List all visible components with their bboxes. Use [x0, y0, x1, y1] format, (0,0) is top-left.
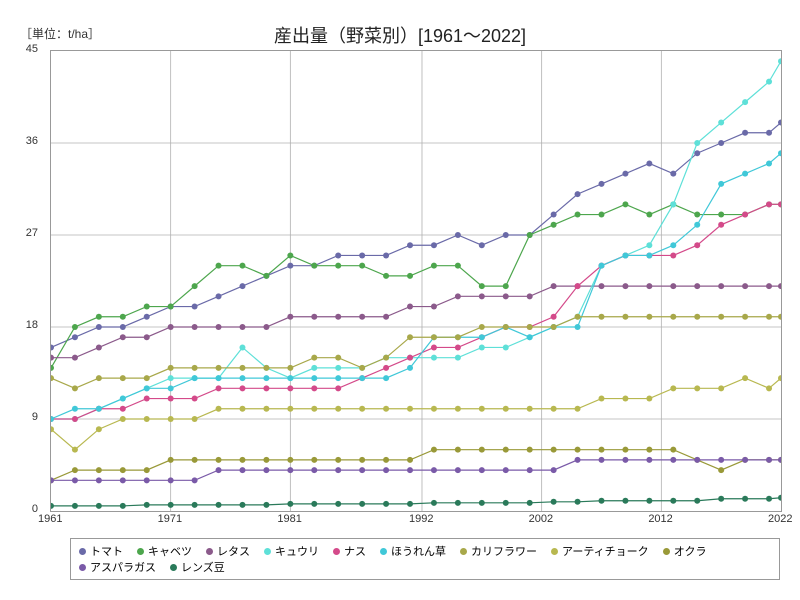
- legend-marker: [170, 564, 177, 571]
- legend-label: レタス: [217, 543, 250, 559]
- legend-item: ほうれん草: [380, 543, 446, 559]
- legend-item: オクラ: [663, 543, 707, 559]
- unit-label: ［単位：t/ha］: [20, 25, 100, 42]
- y-tick-label: 18: [26, 319, 38, 331]
- legend-marker: [551, 548, 558, 555]
- plot-svg: [51, 51, 781, 511]
- x-tick-label: 2022: [768, 513, 792, 525]
- x-tick-label: 1961: [38, 513, 62, 525]
- legend-marker: [79, 564, 86, 571]
- legend-label: キュウリ: [275, 543, 319, 559]
- x-tick-label: 1992: [409, 513, 433, 525]
- y-tick-label: 9: [32, 411, 38, 423]
- legend-item: アーティチョーク: [551, 543, 649, 559]
- legend-marker: [264, 548, 271, 555]
- legend-label: オクラ: [674, 543, 707, 559]
- legend-marker: [206, 548, 213, 555]
- legend-label: ほうれん草: [391, 543, 446, 559]
- x-tick-label: 1971: [158, 513, 182, 525]
- y-tick-label: 36: [26, 135, 38, 147]
- legend-item: レンズ豆: [170, 559, 225, 575]
- legend-item: トマト: [79, 543, 123, 559]
- legend-item: レタス: [206, 543, 250, 559]
- legend-marker: [663, 548, 670, 555]
- legend-item: アスパラガス: [79, 559, 156, 575]
- plot-area: [50, 50, 782, 512]
- legend-label: アスパラガス: [90, 559, 156, 575]
- legend-item: キャベツ: [137, 543, 192, 559]
- x-tick-label: 2002: [529, 513, 553, 525]
- y-tick-label: 45: [26, 43, 38, 55]
- legend-marker: [333, 548, 340, 555]
- legend-label: トマト: [90, 543, 123, 559]
- legend-label: カリフラワー: [471, 543, 537, 559]
- legend-label: アーティチョーク: [562, 543, 649, 559]
- legend-item: キュウリ: [264, 543, 319, 559]
- legend-label: ナス: [344, 543, 366, 559]
- x-tick-label: 1981: [277, 513, 301, 525]
- chart-title: 産出量（野菜別）[1961～2022]: [274, 22, 526, 48]
- legend-label: キャベツ: [148, 543, 192, 559]
- legend-marker: [380, 548, 387, 555]
- legend-marker: [137, 548, 144, 555]
- legend-item: ナス: [333, 543, 366, 559]
- legend-item: カリフラワー: [460, 543, 537, 559]
- legend-marker: [79, 548, 86, 555]
- y-tick-label: 27: [26, 227, 38, 239]
- x-tick-label: 2012: [648, 513, 672, 525]
- legend: トマト キャベツ レタス キュウリ ナス ほうれん草 カリフラワー アーティチョーク オクラアス…: [70, 538, 780, 580]
- legend-marker: [460, 548, 467, 555]
- chart-container: ［単位：t/ha］ 産出量（野菜別）[1961～2022] 0918273645…: [10, 10, 790, 590]
- legend-label: レンズ豆: [181, 559, 225, 575]
